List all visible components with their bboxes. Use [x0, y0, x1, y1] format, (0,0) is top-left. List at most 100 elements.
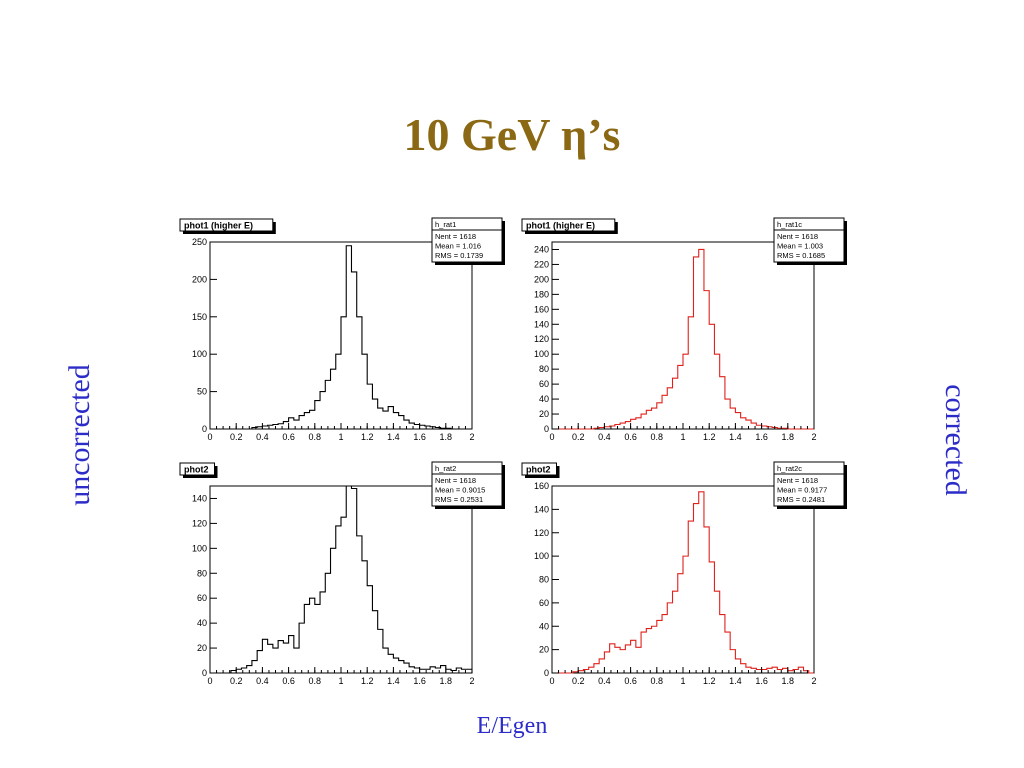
y-tick-label: 120 — [192, 518, 207, 528]
corrected-label: corrected — [939, 384, 972, 496]
y-tick-label: 100 — [534, 551, 549, 561]
x-tick-label: 1.6 — [755, 432, 768, 442]
x-tick-label: 2 — [811, 676, 816, 686]
stats-box — [431, 217, 503, 263]
y-tick-label: 80 — [539, 364, 549, 374]
x-tick-label: 1.8 — [782, 432, 795, 442]
y-tick-label: 120 — [534, 528, 549, 538]
x-tick-label: 0.6 — [624, 432, 637, 442]
stats-box — [773, 217, 845, 263]
panel-title: phot2 — [184, 465, 209, 475]
x-tick-label: 1.2 — [361, 432, 374, 442]
y-tick-label: 200 — [192, 274, 207, 284]
y-tick-label: 140 — [192, 493, 207, 503]
panel-title-box — [521, 218, 616, 232]
y-tick-label: 0 — [544, 424, 549, 434]
y-tick-label: 100 — [192, 543, 207, 553]
y-tick-label: 0 — [202, 424, 207, 434]
y-tick-label: 60 — [539, 379, 549, 389]
x-tick-label: 1.2 — [361, 676, 374, 686]
x-tick-label: 1.4 — [729, 432, 742, 442]
x-axis-label: E/Egen — [476, 713, 548, 739]
panel-title-box — [179, 218, 274, 232]
y-tick-label: 20 — [539, 409, 549, 419]
y-tick-label: 60 — [539, 598, 549, 608]
stats-line: RMS = 0.2531 — [435, 495, 483, 504]
y-tick-label: 80 — [539, 575, 549, 585]
x-tick-label: 2 — [469, 432, 474, 442]
x-tick-label: 0.8 — [309, 432, 322, 442]
x-tick-label: 0.8 — [309, 676, 322, 686]
x-tick-label: 1 — [680, 676, 685, 686]
stats-line: Nent = 1618 — [777, 232, 818, 241]
x-tick-label: 0.8 — [651, 432, 664, 442]
x-tick-label: 1.2 — [703, 676, 716, 686]
x-tick-label: 1 — [338, 432, 343, 442]
y-tick-label: 60 — [197, 593, 207, 603]
y-tick-label: 220 — [534, 259, 549, 269]
x-tick-label: 0.6 — [282, 432, 295, 442]
y-tick-label: 20 — [197, 643, 207, 653]
x-tick-label: 1.8 — [782, 676, 795, 686]
stats-line: RMS = 0.1685 — [777, 251, 825, 260]
stats-line: Nent = 1618 — [435, 232, 476, 241]
x-tick-label: 0.6 — [282, 676, 295, 686]
y-tick-label: 140 — [534, 319, 549, 329]
x-tick-label: 0.6 — [624, 676, 637, 686]
x-tick-label: 1.4 — [729, 676, 742, 686]
x-tick-label: 0.4 — [598, 432, 611, 442]
panel-title: phot1 (higher E) — [184, 221, 253, 231]
histogram-phot2-uncorrected: 0 0.2 0.4 0.6 0.8 1 1.2 1.4 1.6 1.8 20204060801001… — [179, 461, 505, 686]
y-tick-label: 150 — [192, 312, 207, 322]
uncorrected-label: uncorrected — [63, 364, 96, 506]
x-tick-label: 1.6 — [755, 676, 768, 686]
y-tick-label: 50 — [197, 387, 207, 397]
y-tick-label: 120 — [534, 334, 549, 344]
y-tick-label: 20 — [539, 645, 549, 655]
slide-title: 10 GeV η’s — [403, 109, 621, 160]
stats-name: h_rat1c — [777, 220, 802, 229]
x-tick-label: 0 — [549, 432, 554, 442]
stats-line: RMS = 0.2481 — [777, 495, 825, 504]
histogram-phot2-corrected: 0 0.2 0.4 0.6 0.8 1 1.2 1.4 1.6 1.8 20204060801001… — [521, 461, 847, 686]
x-tick-label: 0.2 — [572, 676, 585, 686]
x-tick-label: 2 — [469, 676, 474, 686]
y-tick-label: 100 — [192, 349, 207, 359]
stats-box — [773, 461, 845, 507]
y-tick-label: 240 — [534, 244, 549, 254]
stats-name: h_rat2 — [435, 464, 456, 473]
histogram-line — [210, 245, 472, 430]
x-tick-label: 1 — [680, 432, 685, 442]
x-tick-label: 1.8 — [440, 676, 453, 686]
stats-name: h_rat1 — [435, 220, 456, 229]
histogram-line — [210, 485, 473, 674]
y-tick-label: 250 — [192, 237, 207, 247]
y-tick-label: 180 — [534, 289, 549, 299]
x-tick-label: 0.4 — [598, 676, 611, 686]
panel-title: phot1 (higher E) — [526, 221, 595, 231]
x-tick-label: 0 — [207, 432, 212, 442]
stats-line: Mean = 1.016 — [435, 242, 481, 251]
y-tick-label: 40 — [197, 618, 207, 628]
y-tick-label: 0 — [544, 668, 549, 678]
y-tick-label: 40 — [539, 394, 549, 404]
panel-title-box — [179, 462, 215, 476]
stats-line: Mean = 0.9015 — [435, 486, 485, 495]
x-tick-label: 1.4 — [387, 432, 400, 442]
x-tick-label: 1.4 — [387, 676, 400, 686]
y-tick-label: 40 — [539, 621, 549, 631]
x-tick-label: 0.2 — [230, 432, 243, 442]
x-tick-label: 1.6 — [413, 676, 426, 686]
y-tick-label: 160 — [534, 481, 549, 491]
y-tick-label: 160 — [534, 304, 549, 314]
x-tick-label: 0.2 — [230, 676, 243, 686]
y-tick-label: 0 — [202, 668, 207, 678]
panel-title: phot2 — [526, 465, 551, 475]
x-tick-label: 0 — [549, 676, 554, 686]
x-tick-label: 0.2 — [572, 432, 585, 442]
x-tick-label: 1 — [338, 676, 343, 686]
stats-line: Mean = 1.003 — [777, 242, 823, 251]
x-tick-label: 0.8 — [651, 676, 664, 686]
stats-line: Nent = 1618 — [777, 476, 818, 485]
